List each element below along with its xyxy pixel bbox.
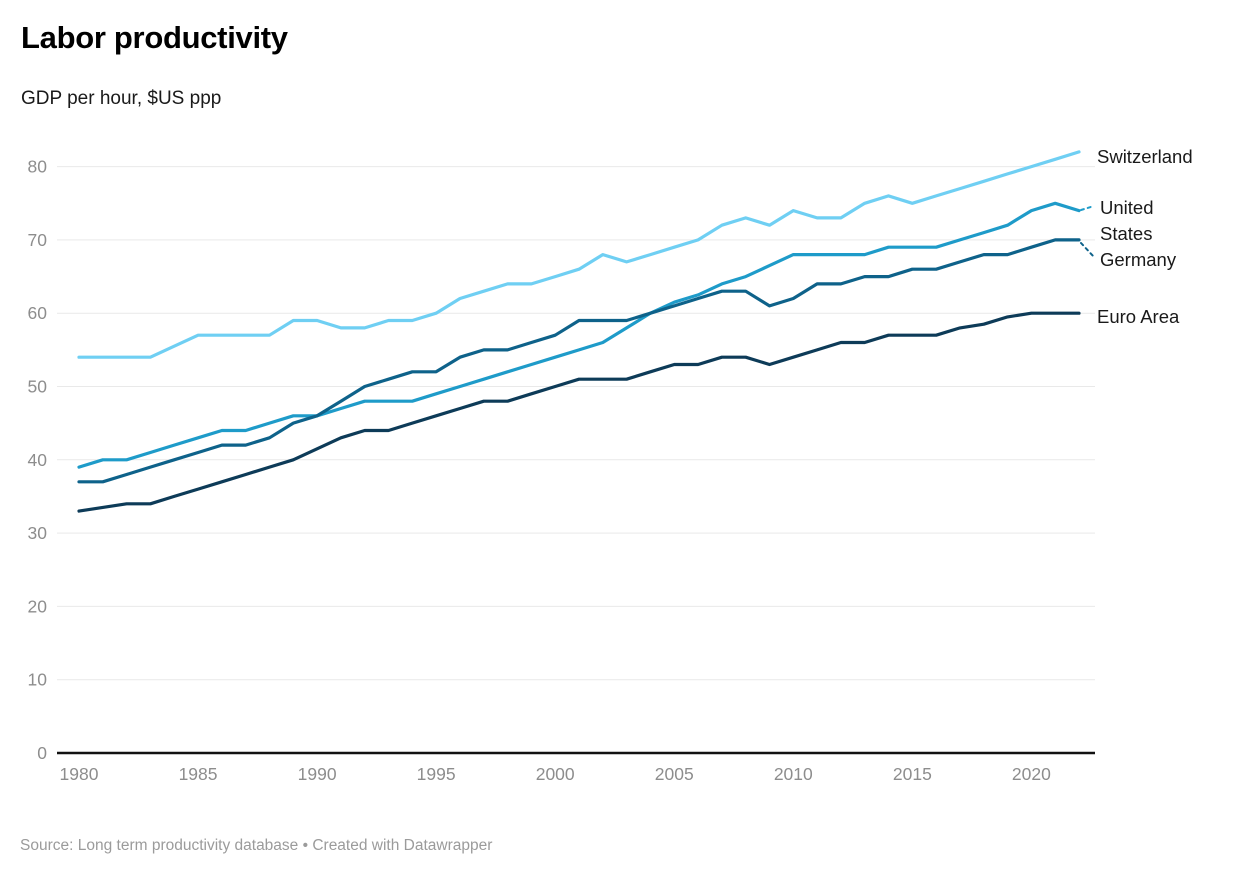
x-tick-label-1980: 1980 [60,764,99,784]
chart-title: Labor productivity [21,20,288,55]
series-label-germany: Germany [1100,249,1177,270]
series-line-euro-area[interactable] [77,311,1081,513]
label-connector-united-states [1080,205,1095,211]
y-tick-label-20: 20 [28,596,48,616]
chart-subtitle: GDP per hour, $US ppp [21,88,222,109]
source-attribution: Source: Long term productivity database … [20,837,493,854]
x-tick-label-2000: 2000 [536,764,575,784]
x-tick-label-2020: 2020 [1012,764,1051,784]
x-tick-label-2015: 2015 [893,764,932,784]
x-tick-label-1985: 1985 [179,764,218,784]
y-tick-label-60: 60 [28,303,48,323]
label-connector-germany [1080,242,1095,258]
series-label-euro-area: Euro Area [1097,306,1180,327]
y-tick-label-40: 40 [28,450,48,470]
series-line-switzerland[interactable] [77,150,1081,359]
y-tick-label-30: 30 [28,523,48,543]
series-label-united-states-line1: United [1100,197,1153,218]
y-tick-label-0: 0 [37,743,47,763]
x-tick-label-1990: 1990 [298,764,337,784]
x-tick-label-2010: 2010 [774,764,813,784]
y-tick-label-70: 70 [28,230,48,250]
y-tick-label-50: 50 [28,377,48,397]
x-tick-label-2005: 2005 [655,764,694,784]
x-tick-label-1995: 1995 [417,764,456,784]
series-line-united-states[interactable] [77,201,1081,469]
series-label-switzerland: Switzerland [1097,146,1193,167]
y-tick-label-10: 10 [28,670,48,690]
series-line-germany[interactable] [77,238,1081,484]
series-label-united-states-line2: States [1100,223,1152,244]
y-tick-label-80: 80 [28,157,48,177]
